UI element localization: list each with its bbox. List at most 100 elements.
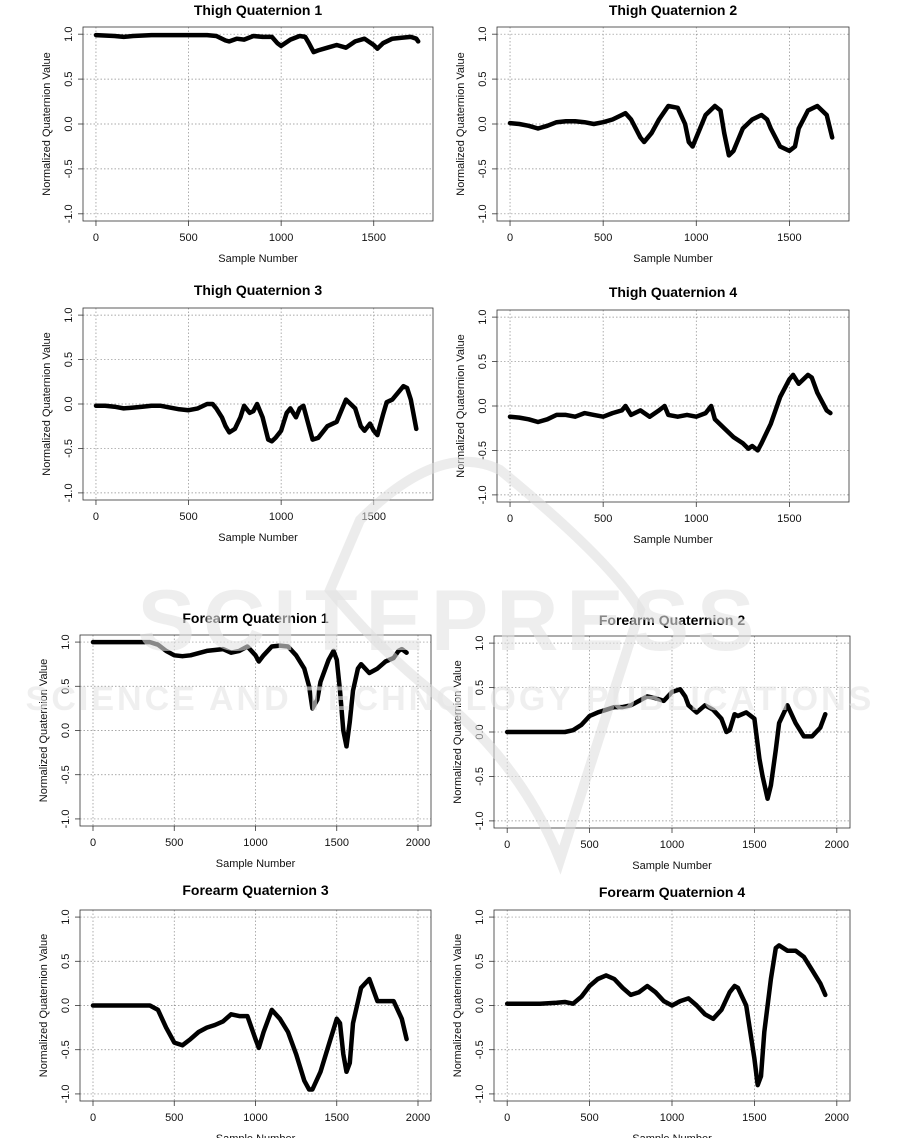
y-tick-label: 1.0	[477, 27, 489, 42]
x-tick-label: 0	[507, 232, 513, 244]
y-tick-label: 0.5	[63, 352, 75, 367]
x-tick-label: 500	[165, 837, 183, 849]
y-tick-label: 0.0	[63, 116, 75, 131]
x-tick-label: 500	[594, 513, 612, 525]
x-tick-label: 0	[507, 513, 513, 525]
x-axis-label: Sample Number	[633, 534, 713, 546]
x-tick-label: 1500	[742, 1112, 766, 1124]
y-tick-label: 1.0	[474, 635, 486, 650]
x-tick-label: 1500	[742, 839, 766, 851]
y-tick-label: -1.0	[63, 483, 75, 502]
series-line	[504, 687, 828, 801]
chart-panel: 0 500 1000 1500 -1.0 -0.5 0.0 0.5 1.0 Thigh Quate…	[41, 2, 434, 265]
y-tick-label: -0.5	[63, 159, 75, 178]
y-tick-label: 0.0	[477, 398, 489, 413]
x-tick-label: 0	[504, 839, 510, 851]
x-tick-label: 500	[165, 1112, 183, 1124]
y-axis-label: Normalized Quaternion Value	[38, 659, 50, 802]
y-tick-label: -1.0	[477, 204, 489, 223]
x-tick-label: 0	[90, 1112, 96, 1124]
x-tick-label: 1500	[325, 1112, 349, 1124]
y-tick-label: -1.0	[60, 809, 72, 828]
y-tick-label: 0.5	[60, 954, 72, 969]
y-tick-label: -1.0	[474, 1084, 486, 1103]
y-tick-label: 0.0	[477, 116, 489, 131]
x-tick-label: 1500	[325, 837, 349, 849]
y-tick-label: 0.5	[474, 680, 486, 695]
y-axis-label: Normalized Quaternion Value	[452, 660, 464, 803]
y-tick-label: 0.5	[474, 954, 486, 969]
y-tick-label: 1.0	[63, 27, 75, 42]
x-tick-label: 1000	[684, 232, 708, 244]
x-tick-label: 1000	[684, 513, 708, 525]
x-tick-label: 1000	[269, 511, 293, 523]
x-tick-label: 2000	[825, 839, 849, 851]
y-tick-label: -1.0	[477, 485, 489, 504]
chart-panel: 0 500 1000 1500 2000 -1.0 -0.5 0.0 0.5 1.0 Forearm…	[38, 882, 432, 1138]
y-tick-label: -0.5	[477, 159, 489, 178]
x-tick-label: 1000	[243, 1112, 267, 1124]
x-tick-label: 1000	[269, 232, 293, 244]
y-tick-label: 0.5	[63, 71, 75, 86]
y-tick-label: 1.0	[60, 634, 72, 649]
y-axis-label: Normalized Quaternion Value	[41, 52, 53, 195]
x-tick-label: 500	[580, 1112, 598, 1124]
chart-title: Forearm Quaternion 4	[599, 884, 745, 900]
chart-panel: 0 500 1000 1500 -1.0 -0.5 0.0 0.5 1.0 Thigh Quate…	[455, 2, 850, 265]
x-tick-label: 2000	[406, 837, 430, 849]
series-line	[90, 976, 409, 1092]
y-tick-label: -1.0	[474, 811, 486, 830]
x-tick-label: 0	[90, 837, 96, 849]
x-tick-label: 1500	[361, 511, 385, 523]
y-tick-label: -0.5	[474, 1040, 486, 1059]
chart-title: Thigh Quaternion 2	[609, 2, 738, 18]
series-line	[507, 103, 835, 158]
y-tick-label: 1.0	[60, 909, 72, 924]
y-axis-label: Normalized Quaternion Value	[41, 332, 53, 475]
y-tick-label: -1.0	[60, 1084, 72, 1103]
x-axis-label: Sample Number	[218, 253, 298, 265]
chart-title: Thigh Quaternion 3	[194, 282, 323, 298]
y-tick-label: -0.5	[60, 1040, 72, 1059]
x-axis-label: Sample Number	[216, 1133, 296, 1138]
chart-panel: 0 500 1000 1500 2000 -1.0 -0.5 0.0 0.5 1.0 Forearm…	[38, 610, 432, 870]
y-tick-label: 0.5	[60, 679, 72, 694]
chart-title: Forearm Quaternion 2	[599, 612, 745, 628]
x-axis-label: Sample Number	[216, 858, 296, 870]
y-tick-label: 1.0	[63, 307, 75, 322]
chart-panel: 0 500 1000 1500 2000 -1.0 -0.5 0.0 0.5 1.0 Forearm…	[452, 884, 851, 1138]
y-axis-label: Normalized Quaternion Value	[455, 334, 467, 477]
x-tick-label: 500	[580, 839, 598, 851]
y-tick-label: -0.5	[477, 441, 489, 460]
y-tick-label: 0.0	[60, 998, 72, 1013]
chart-title: Thigh Quaternion 4	[609, 284, 738, 300]
chart-panel: 0 500 1000 1500 -1.0 -0.5 0.0 0.5 1.0 Thigh Quate…	[41, 282, 434, 544]
x-axis-label: Sample Number	[632, 860, 712, 872]
series-line	[507, 372, 833, 453]
x-tick-label: 500	[179, 232, 197, 244]
chart-panel: 0 500 1000 1500 2000 -1.0 -0.5 0.0 0.5 1.0 Forearm…	[452, 612, 851, 872]
y-axis-label: Normalized Quaternion Value	[452, 934, 464, 1077]
y-tick-label: 1.0	[477, 309, 489, 324]
x-tick-label: 1000	[243, 837, 267, 849]
x-tick-label: 500	[594, 232, 612, 244]
x-axis-label: Sample Number	[632, 1133, 712, 1138]
y-tick-label: 0.0	[474, 724, 486, 739]
chart-title: Forearm Quaternion 1	[182, 610, 328, 626]
x-tick-label: 0	[93, 232, 99, 244]
chart-title: Forearm Quaternion 3	[182, 882, 328, 898]
y-tick-label: 0.0	[60, 723, 72, 738]
chart-title: Thigh Quaternion 1	[194, 2, 323, 18]
series-line	[93, 383, 419, 444]
y-tick-label: -1.0	[63, 204, 75, 223]
x-tick-label: 1000	[660, 839, 684, 851]
series-line	[504, 943, 828, 1088]
y-tick-label: -0.5	[474, 767, 486, 786]
x-tick-label: 0	[93, 511, 99, 523]
x-tick-label: 1500	[777, 513, 801, 525]
y-axis-label: Normalized Quaternion Value	[38, 934, 50, 1077]
x-tick-label: 2000	[406, 1112, 430, 1124]
x-axis-label: Sample Number	[633, 253, 713, 265]
x-axis-label: Sample Number	[218, 532, 298, 544]
